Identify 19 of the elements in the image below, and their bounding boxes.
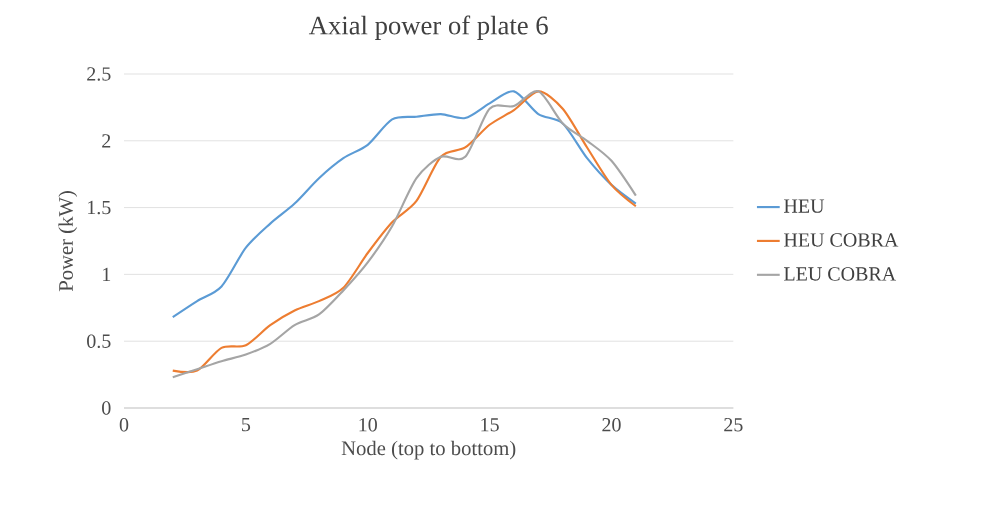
y-tick-label: 2 [102, 134, 111, 148]
x-axis-title: Node (top to bottom) [341, 440, 516, 460]
y-tick-label: 0.5 [87, 334, 111, 348]
chart-title: Axial power of plate 6 [308, 15, 548, 40]
legend-label: LEU COBRA [784, 267, 897, 281]
y-tick-label: 1.5 [88, 200, 111, 215]
y-axis-title: Power (kW) [58, 191, 78, 292]
legend-label: HEU [784, 199, 825, 213]
line-series [171, 90, 637, 319]
y-tick-label: 1 [103, 267, 111, 281]
y-tick-label: 0 [102, 401, 111, 415]
y-tick-label: 2.5 [87, 67, 111, 81]
x-tick-label: 0 [119, 418, 129, 432]
x-tick-label: 5 [242, 418, 251, 432]
x-tick-label: 15 [481, 418, 499, 432]
legend-label: HEU COBRA [784, 233, 899, 247]
x-tick-label: 25 [724, 418, 743, 432]
x-tick-label: 10 [359, 418, 377, 432]
x-tick-label: 20 [602, 418, 621, 432]
